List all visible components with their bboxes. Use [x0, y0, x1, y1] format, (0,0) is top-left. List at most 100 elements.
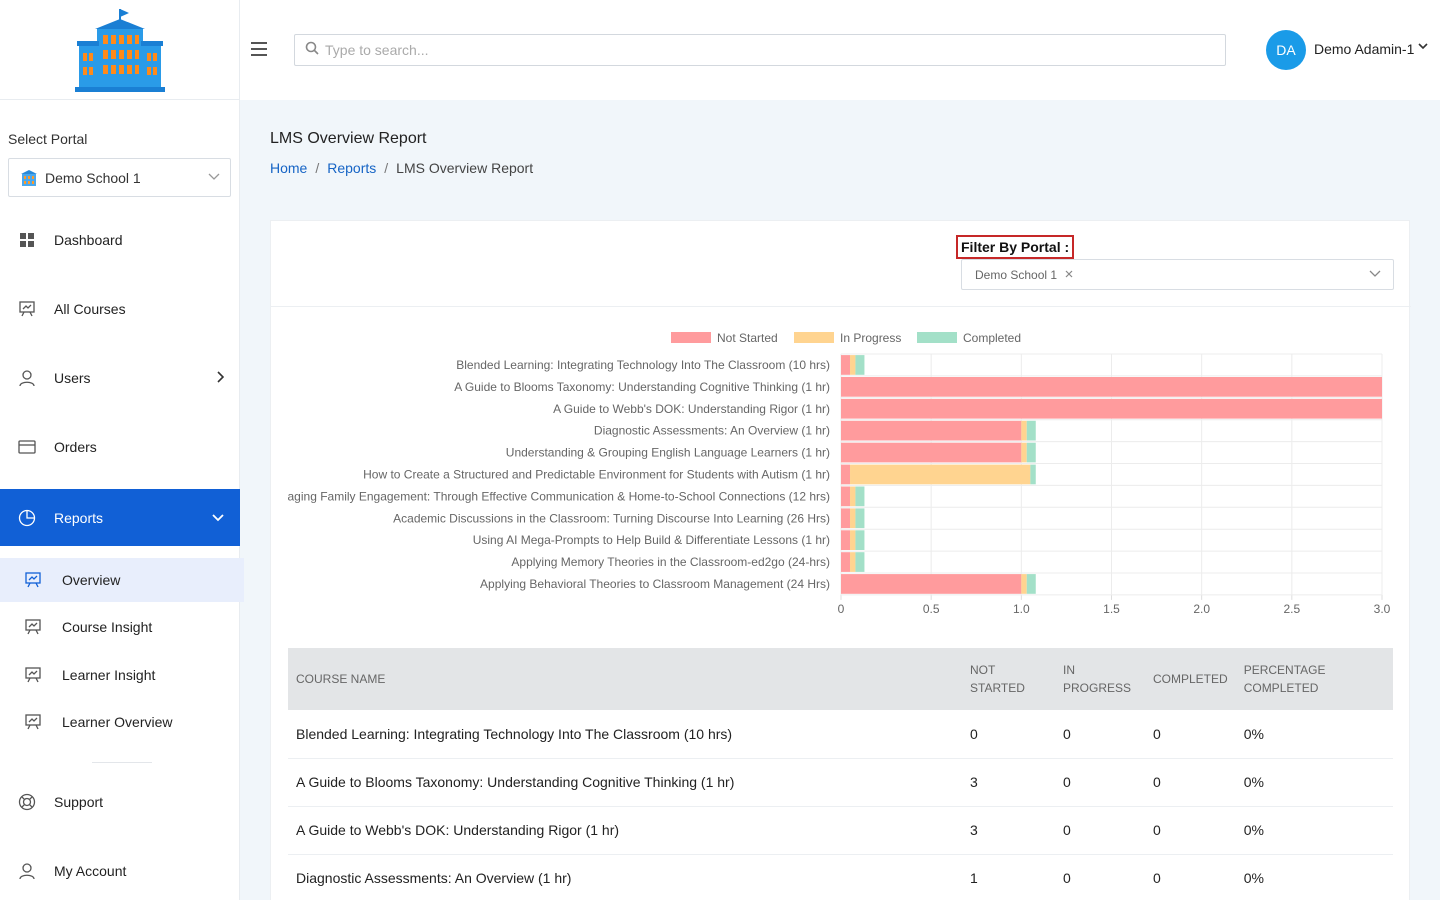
page-title: LMS Overview Report — [270, 130, 427, 147]
presentation-chart-icon — [24, 571, 42, 589]
nav-dashboard[interactable]: Dashboard — [0, 212, 240, 268]
subnav-learner-insight-label: Learner Insight — [62, 667, 156, 683]
pie-chart-icon — [18, 509, 36, 527]
nav-users[interactable]: Users — [0, 350, 240, 406]
cell-course-name: A Guide to Webb's DOK: Understanding Rig… — [288, 806, 962, 855]
cell-percentage: 0% — [1235, 806, 1393, 855]
col-percentage-completed[interactable]: PERCENTAGE COMPLETED — [1235, 648, 1393, 710]
subnav-course-insight[interactable]: Course Insight — [0, 605, 244, 649]
cell-percentage: 0% — [1235, 710, 1393, 759]
bar-in-progress — [850, 508, 856, 529]
bar-completed — [855, 355, 865, 375]
lifebuoy-icon — [18, 793, 36, 811]
breadcrumb-reports[interactable]: Reports — [327, 160, 377, 176]
school-building-icon — [74, 8, 165, 92]
presentation-chart-icon — [24, 666, 42, 684]
sidebar-divider — [92, 762, 152, 763]
chevron-down-icon — [208, 172, 220, 184]
avatar[interactable]: DA — [1266, 30, 1306, 70]
logo[interactable] — [0, 0, 239, 100]
nav-my-account[interactable]: My Account — [0, 843, 240, 899]
search-box[interactable] — [294, 34, 1226, 66]
subnav-overview-label: Overview — [62, 572, 121, 588]
portal-select[interactable]: Demo School 1 — [8, 158, 231, 197]
nav-all-courses-label: All Courses — [54, 301, 126, 317]
bar-completed — [1026, 420, 1036, 441]
y-category-label: aging Family Engagement: Through Effecti… — [288, 489, 831, 503]
subnav-learner-overview-label: Learner Overview — [62, 714, 173, 730]
col-in-progress[interactable]: IN PROGRESS — [1055, 648, 1145, 710]
subnav-learner-insight[interactable]: Learner Insight — [0, 653, 244, 697]
col-course-name[interactable]: COURSE NAME — [288, 648, 962, 710]
breadcrumb-home[interactable]: Home — [270, 160, 308, 176]
cell-percentage: 0% — [1235, 758, 1393, 807]
grid-icon — [18, 231, 36, 249]
card-divider — [271, 306, 1411, 307]
x-tick-label: 0 — [838, 602, 845, 616]
sidebar: Select Portal Demo School 1 Dashboard Al… — [0, 0, 244, 900]
legend-label: Not Started — [717, 331, 778, 345]
filter-by-portal-label: Filter By Portal : — [956, 235, 1075, 259]
bar-not-started — [841, 420, 1022, 441]
breadcrumb-current: LMS Overview Report — [396, 160, 534, 176]
bar-not-started — [841, 552, 851, 572]
legend-swatch — [917, 332, 957, 343]
cell-completed: 0 — [1145, 806, 1236, 855]
legend-swatch — [794, 332, 834, 343]
y-category-label: How to Create a Structured and Predictab… — [363, 467, 830, 481]
subnav-learner-overview[interactable]: Learner Overview — [0, 700, 244, 744]
col-not-started[interactable]: NOT STARTED — [962, 648, 1055, 710]
legend-swatch — [671, 332, 711, 343]
bar-completed — [855, 486, 865, 507]
table-row: Diagnostic Assessments: An Overview (1 h… — [288, 854, 1393, 900]
bar-in-progress — [850, 530, 856, 551]
nav-support[interactable]: Support — [0, 774, 240, 830]
bar-in-progress — [850, 355, 856, 375]
cell-in-progress: 0 — [1055, 806, 1145, 855]
x-tick-label: 0.5 — [923, 602, 940, 616]
select-portal-label: Select Portal — [8, 131, 88, 147]
filter-portal-select[interactable]: Demo School 1 — [961, 259, 1394, 290]
chevron-down-icon[interactable] — [1418, 41, 1428, 53]
col-completed[interactable]: COMPLETED — [1145, 648, 1236, 710]
cell-not-started: 3 — [962, 806, 1055, 855]
legend-label: In Progress — [840, 331, 901, 345]
lms-overview-chart: Not Started In Progress Completed 0 0.5 1.0 1.… — [271, 321, 1411, 631]
nav-all-courses[interactable]: All Courses — [0, 281, 240, 337]
close-icon[interactable] — [1065, 269, 1073, 281]
nav-reports[interactable]: Reports — [0, 489, 240, 546]
bar-not-started — [841, 530, 851, 551]
bar-in-progress — [1021, 442, 1027, 463]
y-category-label: Applying Behavioral Theories to Classroo… — [480, 577, 830, 591]
user-name[interactable]: Demo Adamin-1 — [1314, 41, 1415, 57]
y-category-label: Diagnostic Assessments: An Overview (1 h… — [594, 424, 830, 438]
search-input[interactable] — [325, 42, 1205, 58]
y-category-label: Blended Learning: Integrating Technology… — [456, 358, 830, 372]
nav-users-label: Users — [54, 370, 91, 386]
bar-not-started — [841, 508, 851, 529]
cell-course-name: Diagnostic Assessments: An Overview (1 h… — [288, 854, 962, 900]
bar-chart: Not Started In Progress Completed 0 0.5 1.0 1.… — [288, 331, 1391, 616]
bar-completed — [1026, 442, 1036, 463]
menu-toggle-icon[interactable] — [251, 42, 267, 56]
bar-completed — [855, 530, 865, 551]
bar-not-started — [841, 376, 1382, 397]
table-row: A Guide to Webb's DOK: Understanding Rig… — [288, 806, 1393, 855]
cell-in-progress: 0 — [1055, 710, 1145, 759]
bar-completed — [1030, 464, 1036, 485]
table-row: Blended Learning: Integrating Technology… — [288, 710, 1393, 759]
chevron-down-icon — [1369, 269, 1381, 281]
y-category-label: Using AI Mega-Prompts to Help Build & Di… — [473, 533, 830, 547]
cell-course-name: Blended Learning: Integrating Technology… — [288, 710, 962, 759]
nav-orders[interactable]: Orders — [0, 419, 240, 475]
cell-not-started: 3 — [962, 758, 1055, 807]
y-category-label: Applying Memory Theories in the Classroo… — [511, 555, 830, 569]
bar-in-progress — [850, 552, 856, 572]
y-category-label: A Guide to Blooms Taxonomy: Understandin… — [454, 380, 830, 394]
bar-not-started — [841, 442, 1022, 463]
user-icon — [18, 369, 36, 387]
presentation-chart-icon — [24, 618, 42, 636]
cell-percentage: 0% — [1235, 854, 1393, 900]
subnav-overview[interactable]: Overview — [0, 558, 244, 602]
portal-select-value: Demo School 1 — [45, 169, 141, 186]
